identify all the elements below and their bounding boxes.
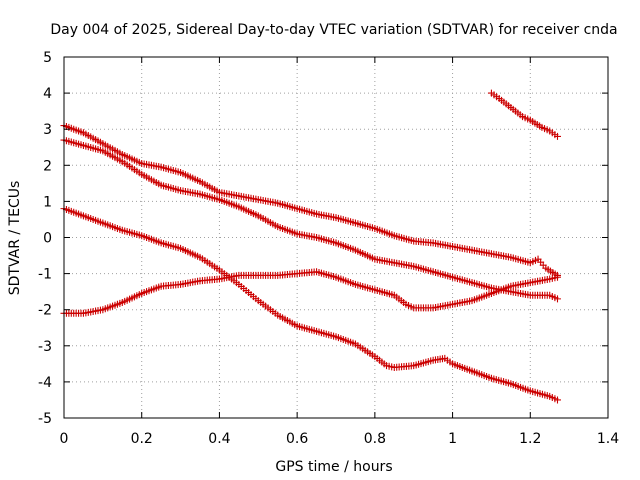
y-tick-label: 2 bbox=[43, 158, 52, 174]
series-sat-e bbox=[487, 89, 561, 140]
chart-title: Day 004 of 2025, Sidereal Day-to-day VTE… bbox=[50, 22, 617, 38]
y-tick-label: 4 bbox=[43, 86, 52, 102]
x-tick-label: 0.2 bbox=[131, 431, 153, 447]
y-axis-label: SDTVAR / TECUs bbox=[7, 181, 23, 296]
y-tick-label: -2 bbox=[38, 303, 52, 319]
y-tick-label: 1 bbox=[43, 194, 52, 210]
x-tick-label: 1.4 bbox=[597, 431, 619, 447]
data-point bbox=[553, 273, 561, 281]
y-tick-label: 5 bbox=[43, 50, 52, 66]
y-tick-label: -5 bbox=[38, 411, 52, 427]
x-tick-label: 1.2 bbox=[519, 431, 541, 447]
axis-ticks: 0 0.2 0.4 0.6 0.8 1 1.2 1.4 -5 -4 -3 -2 -1 0 1 2 3 4 5 bbox=[38, 50, 619, 447]
data-point bbox=[553, 132, 561, 140]
series-sat-b bbox=[60, 136, 561, 303]
y-tick-label: 0 bbox=[43, 231, 52, 247]
series-sat-a bbox=[60, 122, 561, 279]
y-tick-label: -4 bbox=[38, 375, 52, 391]
data-points bbox=[60, 89, 561, 404]
x-tick-label: 0.8 bbox=[364, 431, 386, 447]
x-axis-label: GPS time / hours bbox=[275, 459, 392, 475]
x-tick-label: 0 bbox=[60, 431, 69, 447]
series-sat-c bbox=[60, 205, 561, 404]
series-sat-d bbox=[60, 268, 561, 317]
data-point bbox=[553, 295, 561, 303]
data-point bbox=[553, 396, 561, 404]
y-tick-label: -3 bbox=[38, 339, 52, 355]
x-tick-label: 0.6 bbox=[286, 431, 308, 447]
y-tick-label: -1 bbox=[38, 267, 52, 283]
x-tick-label: 1 bbox=[448, 431, 457, 447]
x-tick-label: 0.4 bbox=[208, 431, 230, 447]
y-tick-label: 3 bbox=[43, 122, 52, 138]
